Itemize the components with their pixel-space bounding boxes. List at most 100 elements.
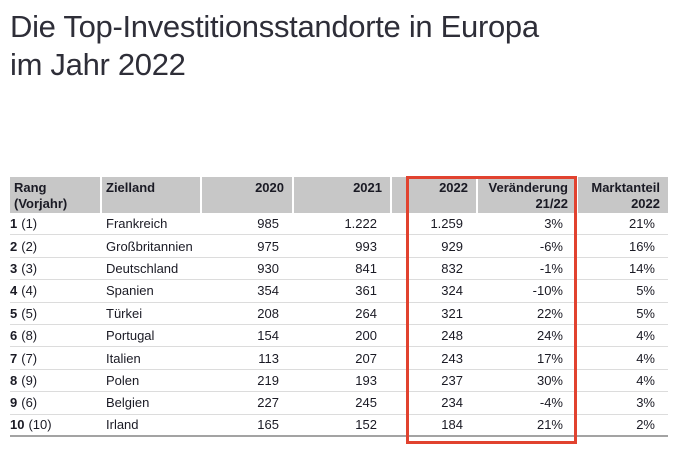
rank-value: 5 xyxy=(10,305,18,321)
value-2020-cell: 227 xyxy=(257,395,279,411)
country-cell: Deutschland xyxy=(106,260,179,276)
market-share-cell: 21% xyxy=(628,216,655,232)
title-line-1: Die Top-Investitionsstandorte in Europa xyxy=(10,9,539,44)
rank-value: 3 xyxy=(10,260,18,276)
change-cell: 17% xyxy=(536,350,563,366)
rank-cell: 10 (10) xyxy=(10,415,100,435)
change-cell: 24% xyxy=(536,328,563,344)
col-header-marktanteil: Marktanteil 2022 xyxy=(578,177,668,213)
col-header-2021: 2021 xyxy=(294,177,390,213)
value-2022-cell: 321 xyxy=(441,305,463,321)
change-cell: 30% xyxy=(536,372,563,388)
rank-cell: 3 (3) xyxy=(10,258,100,279)
rank-cell: 6 (8) xyxy=(10,325,100,346)
value-2020-cell: 113 xyxy=(258,350,279,366)
market-share-cell: 5% xyxy=(636,283,655,299)
value-2022-cell: 234 xyxy=(441,395,463,411)
value-2022-cell: 929 xyxy=(441,238,463,254)
value-2020-cell: 154 xyxy=(257,328,279,344)
previous-rank-value: (8) xyxy=(21,328,38,344)
country-cell: Belgien xyxy=(106,395,150,411)
value-2022-cell: 324 xyxy=(441,283,463,299)
col-header-2022: 2022 xyxy=(392,177,476,213)
rank-value: 6 xyxy=(10,328,18,344)
market-share-cell: 14% xyxy=(628,260,655,276)
table-row: 9 (6) Belgien 227 245 234 -4% 3% xyxy=(10,392,668,415)
value-2022-cell: 1.259 xyxy=(430,216,463,232)
value-2020-cell: 985 xyxy=(257,216,279,232)
table-body: 1 (1) Frankreich 985 1.222 1.259 3% 21% 2… xyxy=(10,213,668,437)
market-share-cell: 4% xyxy=(636,372,655,388)
country-cell: Großbritannien xyxy=(106,238,193,254)
col-header-rang: Rang (Vorjahr) xyxy=(10,177,100,213)
value-2021-cell: 1.222 xyxy=(344,216,377,232)
table-row: 7 (7) Italien 113 207 243 17% 4% xyxy=(10,347,668,370)
value-2022-cell: 243 xyxy=(441,350,463,366)
rank-cell: 4 (4) xyxy=(10,280,100,301)
col-header-2020: 2020 xyxy=(202,177,292,213)
change-cell: 22% xyxy=(536,305,563,321)
rank-value: 7 xyxy=(10,350,18,366)
investment-table: Rang (Vorjahr) Zielland 2020 2021 2022 Ve… xyxy=(10,177,668,437)
previous-rank-value: (9) xyxy=(21,372,38,388)
value-2021-cell: 361 xyxy=(355,283,377,299)
rank-cell: 9 (6) xyxy=(10,392,100,413)
change-cell: -10% xyxy=(532,283,563,299)
rank-value: 9 xyxy=(10,395,18,411)
country-cell: Italien xyxy=(106,350,141,366)
table-row: 6 (8) Portugal 154 200 248 24% 4% xyxy=(10,325,668,348)
market-share-cell: 3% xyxy=(636,395,655,411)
rank-cell: 1 (1) xyxy=(10,213,100,234)
market-share-cell: 5% xyxy=(636,305,655,321)
table-row: 4 (4) Spanien 354 361 324 -10% 5% xyxy=(10,280,668,303)
value-2021-cell: 207 xyxy=(355,350,377,366)
table-row: 8 (9) Polen 219 193 237 30% 4% xyxy=(10,370,668,393)
value-2021-cell: 200 xyxy=(355,328,377,344)
market-share-cell: 2% xyxy=(636,417,655,433)
market-share-cell: 16% xyxy=(628,238,655,254)
rank-value: 10 xyxy=(10,417,25,433)
table-header-row: Rang (Vorjahr) Zielland 2020 2021 2022 Ve… xyxy=(10,177,668,213)
previous-rank-value: (1) xyxy=(21,216,38,232)
value-2022-cell: 248 xyxy=(441,328,463,344)
previous-rank-value: (5) xyxy=(21,305,38,321)
value-2022-cell: 237 xyxy=(441,372,463,388)
previous-rank-value: (10) xyxy=(28,417,52,433)
table-row: 1 (1) Frankreich 985 1.222 1.259 3% 21% xyxy=(10,213,668,236)
col-header-veraenderung: Veränderung 21/22 xyxy=(478,177,576,213)
rank-value: 1 xyxy=(10,216,18,232)
previous-rank-value: (4) xyxy=(21,283,38,299)
market-share-cell: 4% xyxy=(636,328,655,344)
value-2021-cell: 993 xyxy=(355,238,377,254)
previous-rank-value: (6) xyxy=(21,395,38,411)
value-2020-cell: 165 xyxy=(257,417,279,433)
market-share-cell: 4% xyxy=(636,350,655,366)
change-cell: -1% xyxy=(539,260,563,276)
value-2022-cell: 832 xyxy=(441,260,463,276)
rank-value: 4 xyxy=(10,283,18,299)
rank-cell: 8 (9) xyxy=(10,370,100,391)
value-2021-cell: 193 xyxy=(355,372,377,388)
country-cell: Irland xyxy=(106,417,139,433)
rank-cell: 2 (2) xyxy=(10,235,100,256)
change-cell: 3% xyxy=(544,216,563,232)
value-2020-cell: 930 xyxy=(257,260,279,276)
change-cell: 21% xyxy=(536,417,563,433)
value-2020-cell: 208 xyxy=(257,305,279,321)
previous-rank-value: (7) xyxy=(21,350,38,366)
table-row: 3 (3) Deutschland 930 841 832 -1% 14% xyxy=(10,258,668,281)
country-cell: Türkei xyxy=(106,305,143,321)
country-cell: Spanien xyxy=(106,283,154,299)
value-2021-cell: 245 xyxy=(355,395,377,411)
value-2020-cell: 975 xyxy=(257,238,279,254)
col-header-zielland: Zielland xyxy=(102,177,200,213)
value-2020-cell: 354 xyxy=(257,283,279,299)
value-2020-cell: 219 xyxy=(257,372,279,388)
table-row: 2 (2) Großbritannien 975 993 929 -6% 16% xyxy=(10,235,668,258)
table-row: 5 (5) Türkei 208 264 321 22% 5% xyxy=(10,303,668,325)
rank-cell: 5 (5) xyxy=(10,303,100,324)
country-cell: Frankreich xyxy=(106,216,168,232)
value-2021-cell: 152 xyxy=(355,417,377,433)
rank-cell: 7 (7) xyxy=(10,347,100,368)
